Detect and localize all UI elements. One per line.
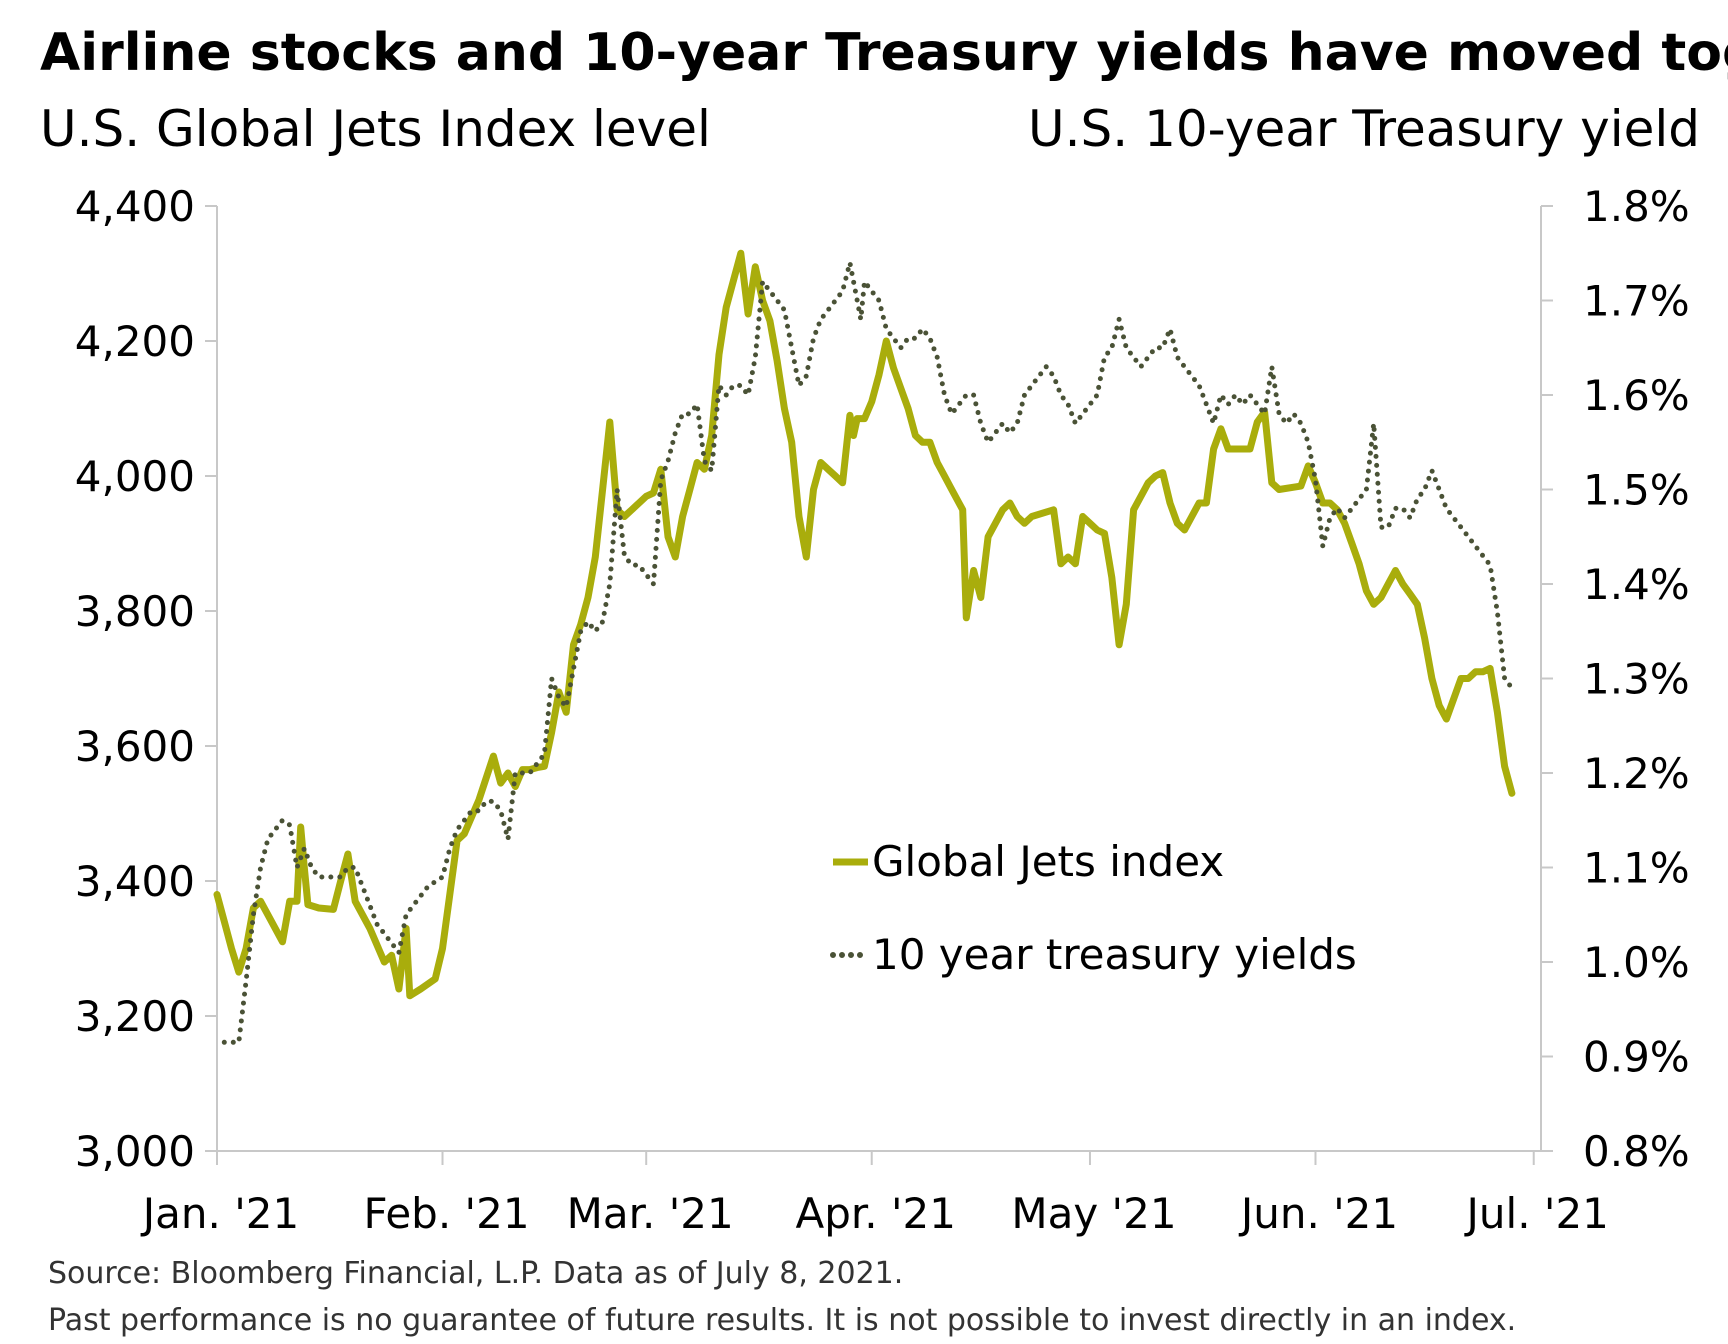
left-axis-title: U.S. Global Jets Index level	[40, 100, 711, 158]
left-tick-label: 4,200	[75, 317, 195, 366]
series-line-global-jets	[213, 249, 1516, 1000]
right-tick-label: 1.1%	[1583, 844, 1690, 893]
left-tick-label: 3,600	[75, 722, 195, 771]
axes: 3,000 3,200 3,400 3,600 3,800 4,000 4,200 4,400…	[75, 182, 1690, 1238]
x-tick-label: Apr. '21	[795, 1189, 956, 1238]
x-tick-label: Mar. '21	[567, 1189, 734, 1238]
right-tick-label: 1.4%	[1583, 560, 1690, 609]
disclaimer-note: Past performance is no guarantee of futu…	[48, 1303, 1516, 1338]
x-tick-label: Jan. '21	[140, 1189, 299, 1238]
right-tick-label: 0.8%	[1583, 1127, 1690, 1176]
right-tick-label: 1.7%	[1583, 277, 1690, 326]
left-tick-label: 4,400	[75, 182, 195, 231]
x-tick-label: Feb. '21	[363, 1189, 529, 1238]
right-tick-label: 0.9%	[1583, 1033, 1690, 1082]
legend-label-treasury: 10 year treasury yields	[872, 930, 1357, 979]
x-tick-label: Jul. '21	[1464, 1189, 1609, 1238]
left-tick-label: 4,000	[75, 452, 195, 501]
left-tick-label: 3,000	[75, 1127, 195, 1176]
right-tick-label: 1.0%	[1583, 938, 1690, 987]
series-line-treasury-yields	[221, 260, 1515, 1045]
x-tick-label: May '21	[1011, 1189, 1176, 1238]
left-tick-label: 3,400	[75, 857, 195, 906]
right-tick-label: 1.6%	[1583, 371, 1690, 420]
x-tick-label: Jun. '21	[1238, 1189, 1398, 1238]
legend: Global Jets index 10 year treasury yield…	[830, 837, 1357, 979]
left-tick-label: 3,800	[75, 587, 195, 636]
right-tick-label: 1.3%	[1583, 655, 1690, 704]
right-tick-label: 1.2%	[1583, 749, 1690, 798]
series-lines	[213, 249, 1516, 1045]
source-note: Source: Bloomberg Financial, L.P. Data a…	[48, 1256, 903, 1291]
chart-title: Airline stocks and 10-year Treasury yiel…	[40, 23, 1728, 83]
right-tick-label: 1.5%	[1583, 466, 1690, 515]
left-tick-label: 3,200	[75, 992, 195, 1041]
legend-label-global-jets: Global Jets index	[872, 837, 1224, 886]
right-axis-title: U.S. 10-year Treasury yield	[1028, 100, 1700, 158]
right-tick-label: 1.8%	[1583, 182, 1690, 231]
